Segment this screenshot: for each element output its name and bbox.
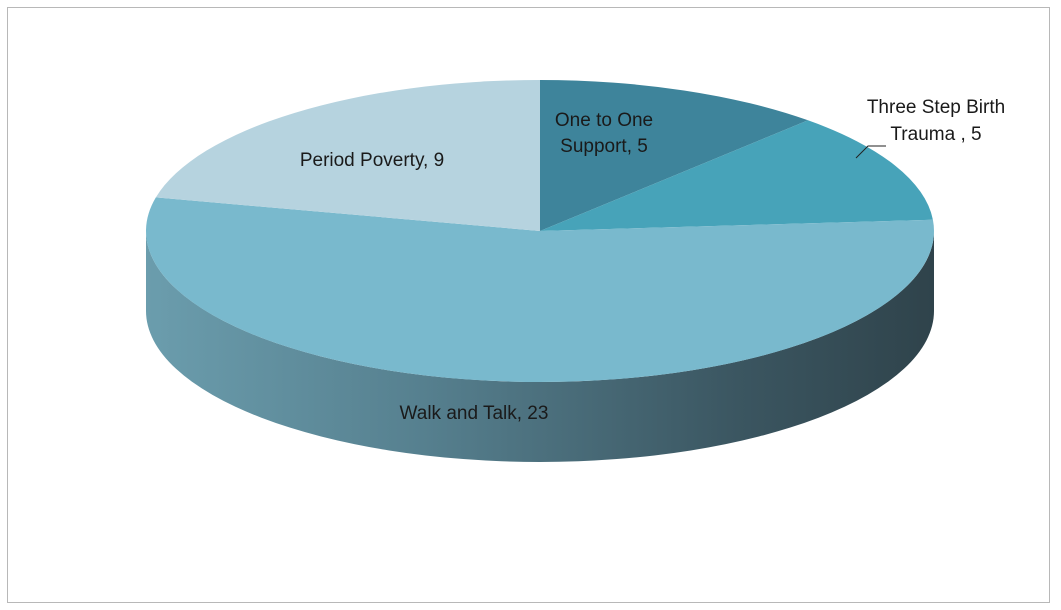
pie-slice-three-step-birth-trauma bbox=[540, 120, 933, 231]
data-label-walk-and-talk: Walk and Talk, 23 bbox=[400, 403, 549, 424]
pie-slice-walk-and-talk bbox=[145, 197, 935, 383]
leader-line bbox=[855, 145, 886, 159]
data-label-period-poverty: Period Poverty, 9 bbox=[300, 150, 444, 171]
pie-slice-one-to-one-support bbox=[540, 80, 808, 231]
data-label-three-step-birth-trauma: Three Step Birth Trauma , 5 bbox=[867, 97, 1005, 145]
pie-slice-period-poverty bbox=[155, 80, 540, 231]
pie-side-wall bbox=[146, 231, 934, 462]
data-label-one-to-one-support: One to One Support, 5 bbox=[555, 110, 653, 157]
